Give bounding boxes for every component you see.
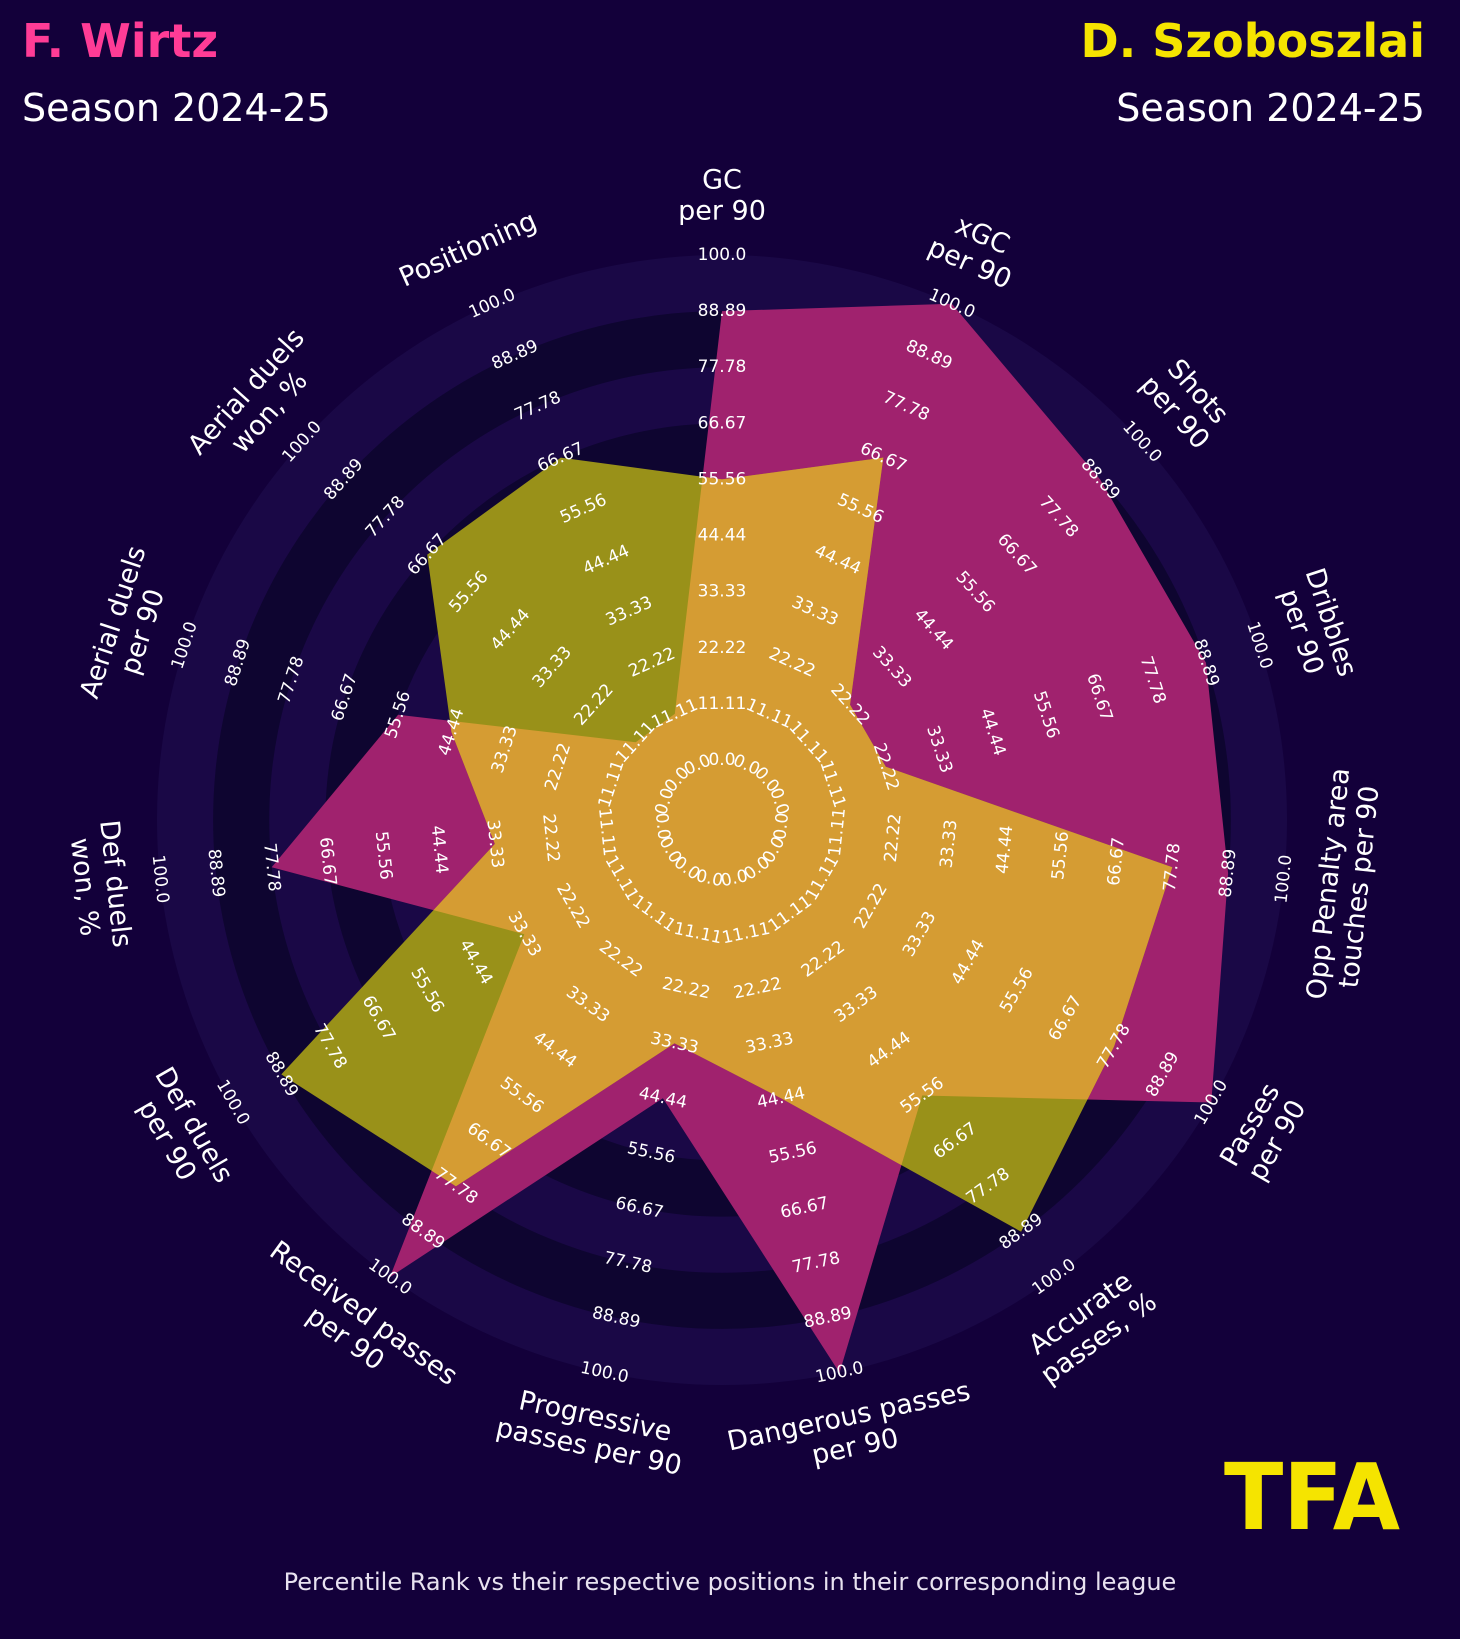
ring-tick-label: 11.11 (698, 694, 747, 714)
ring-tick-label: 77.78 (698, 357, 747, 377)
footer-note: Percentile Rank vs their respective posi… (283, 1568, 1177, 1596)
ring-tick-label: 66.67 (698, 413, 747, 433)
parameter-label: Def duelswon, % (62, 819, 137, 953)
parameter-label: Opp Penalty areatouches per 90 (1301, 766, 1387, 1004)
logo-text: TFA (1224, 1455, 1400, 1537)
player1-name: F. Wirtz (22, 14, 219, 68)
ring-tick-label: 55.56 (698, 469, 747, 489)
ring-tick-label: 0.0 (708, 750, 735, 770)
parameter-label: Passesper 90 (1214, 1078, 1313, 1187)
ring-tick-label: 44.44 (698, 526, 747, 546)
parameter-label-line: Positioning (395, 205, 542, 293)
ring-tick-label: 0.0 (770, 812, 793, 841)
player1-season: Season 2024-25 (22, 86, 331, 130)
ring-tick-label: 88.89 (698, 301, 747, 321)
parameter-label: GC per 90 (678, 165, 766, 227)
ring-tick-label: 100.0 (148, 854, 173, 904)
ring-tick-label: 22.22 (698, 638, 747, 658)
parameter-label-line: GC (702, 165, 742, 196)
ring-tick-label: 33.33 (698, 582, 747, 602)
parameter-label: Dribblesper 90 (1269, 564, 1363, 690)
player2-season: Season 2024-25 (1116, 86, 1425, 130)
parameter-label: Progressivepasses per 90 (493, 1382, 691, 1482)
parameter-label-line: per 90 (678, 196, 766, 227)
parameter-label: xGCper 90 (923, 203, 1028, 295)
parameter-label: Positioning (395, 205, 542, 293)
parameter-label: Aerial duelsper 90 (74, 542, 182, 712)
parameter-label: Dangerous passesper 90 (725, 1376, 980, 1488)
ring-tick-label: 100.0 (1271, 854, 1296, 904)
player2-name: D. Szoboszlai (1080, 14, 1425, 68)
ring-tick-label: 100.0 (698, 245, 747, 265)
tfa-logo: TFA (1224, 1455, 1400, 1537)
ring-tick-label: 0.0 (651, 812, 674, 841)
